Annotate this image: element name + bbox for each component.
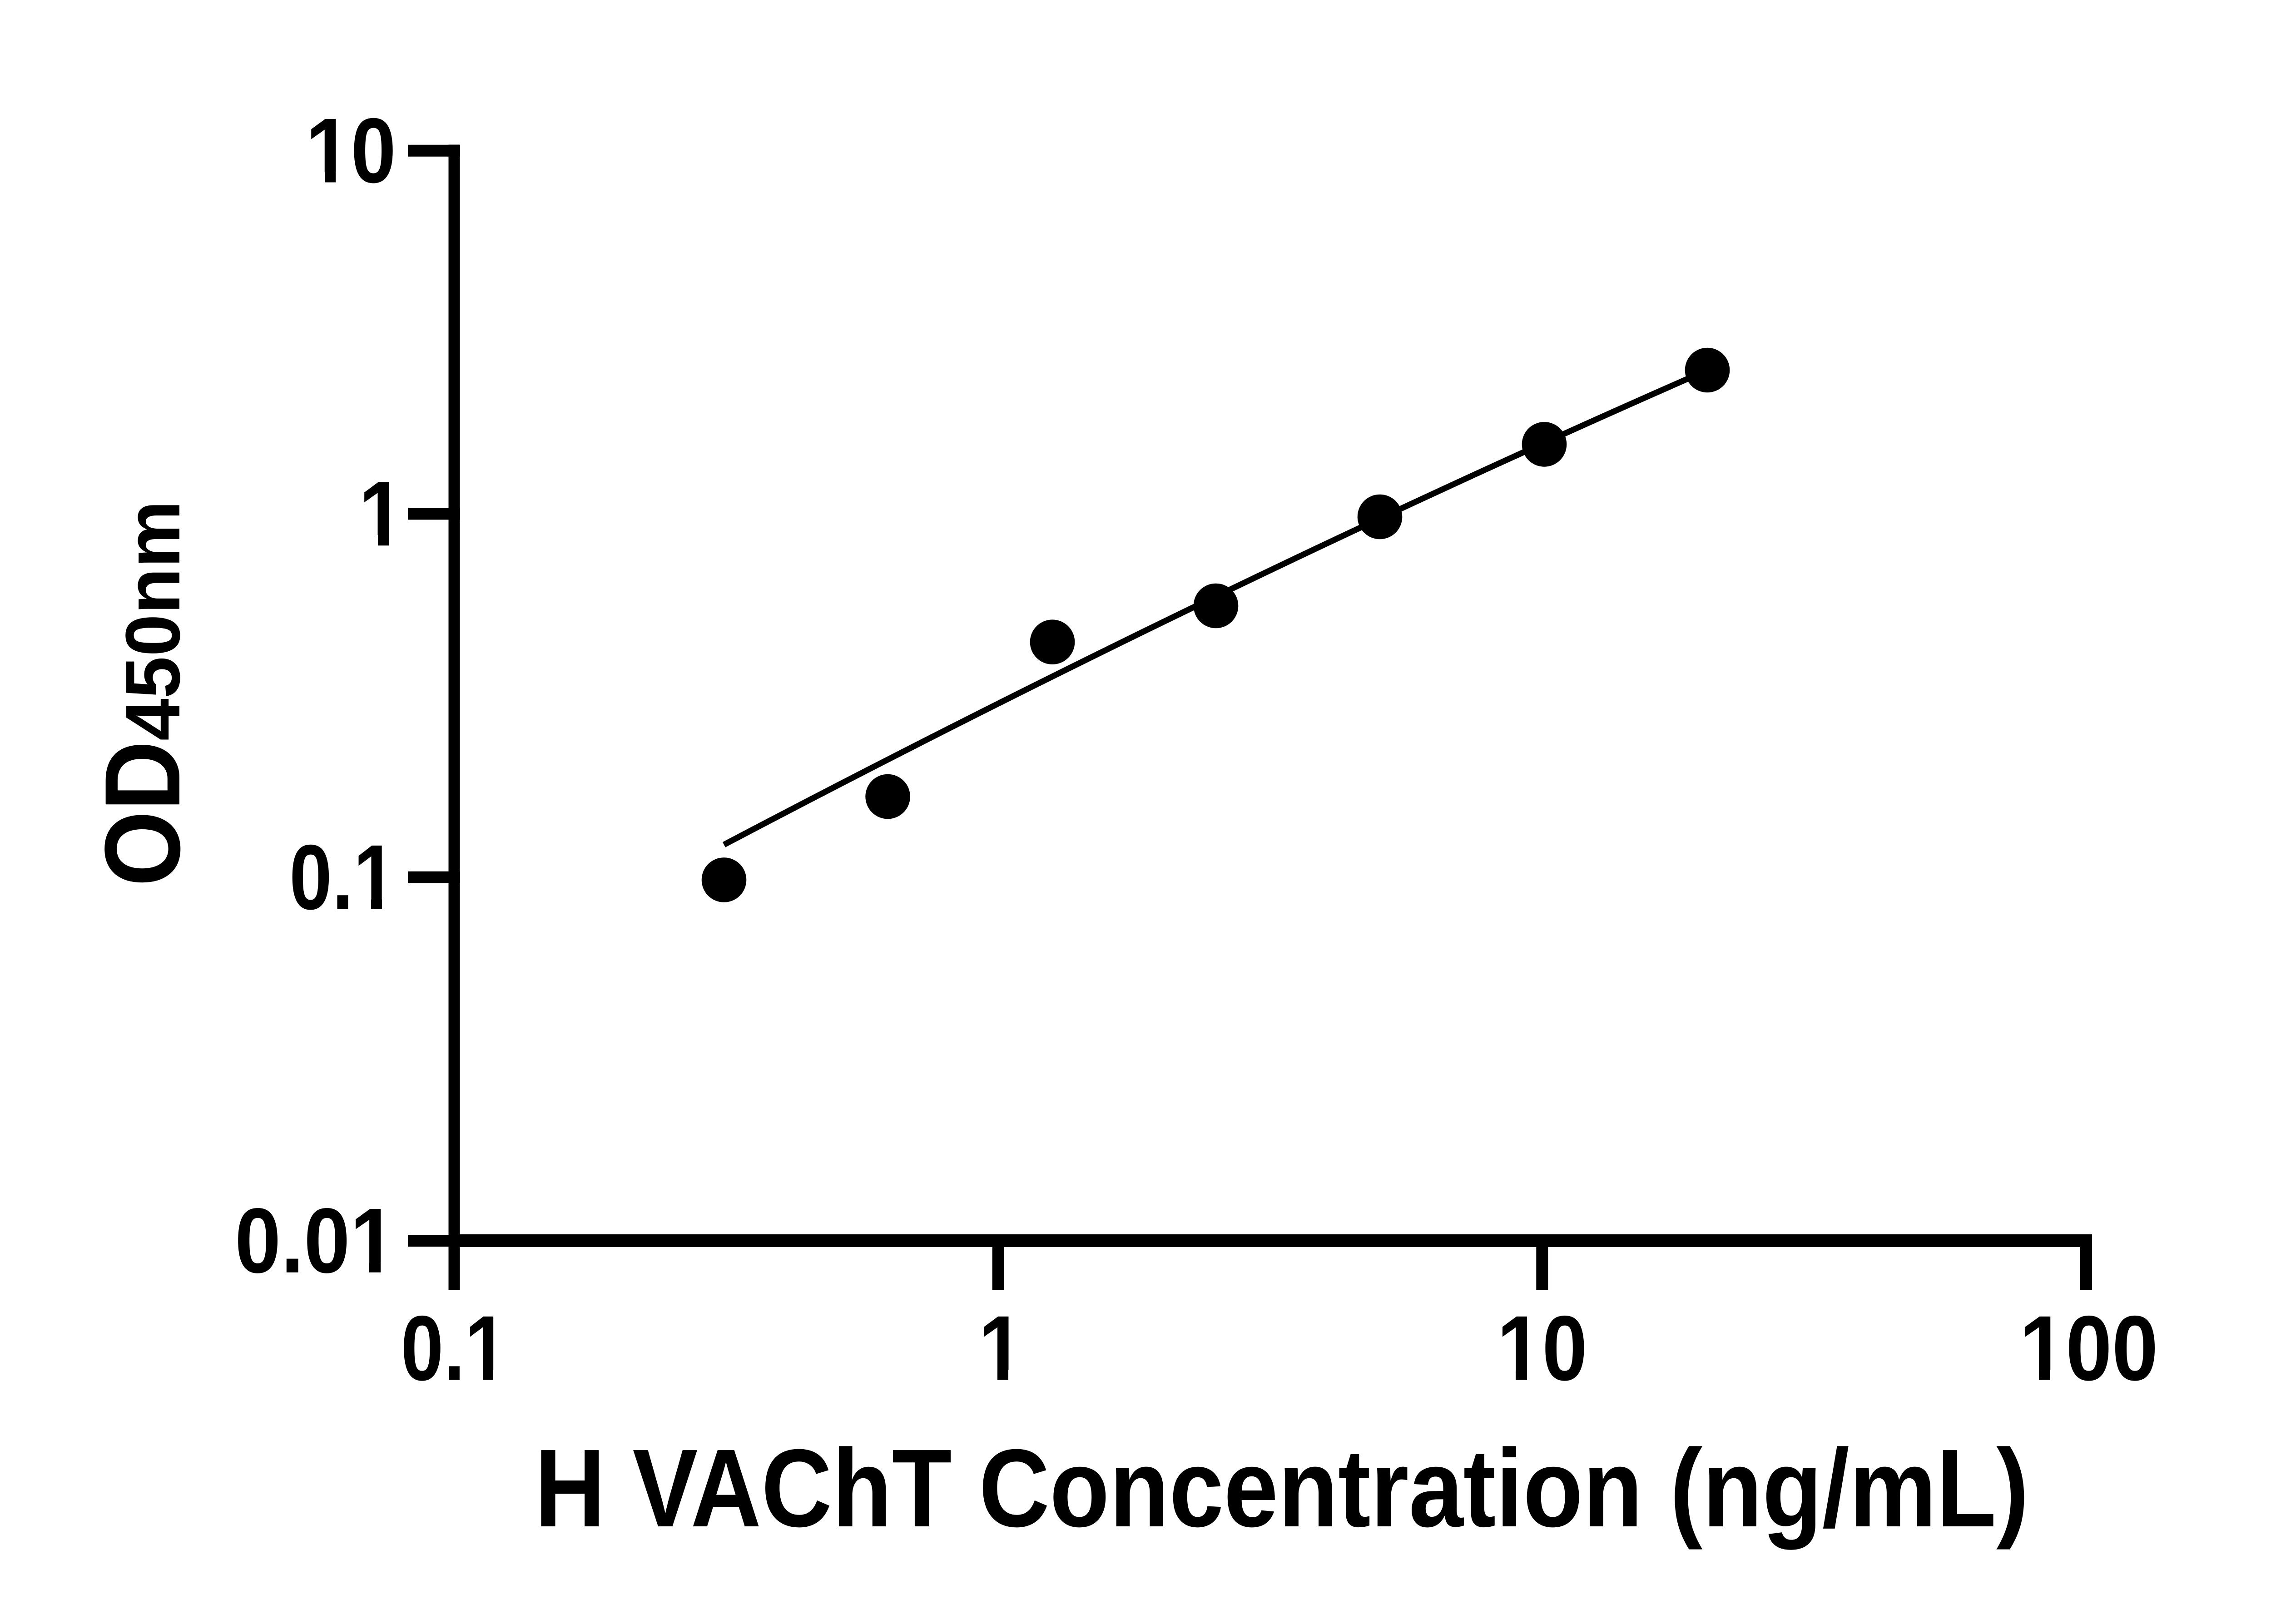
- svg-text:1: 1: [359, 462, 404, 565]
- svg-text:450nm: 450nm: [110, 500, 196, 741]
- svg-text:10: 10: [1497, 1297, 1587, 1400]
- svg-text:0.1: 0.1: [289, 826, 396, 929]
- svg-text:10: 10: [306, 99, 396, 203]
- svg-text:0.1: 0.1: [401, 1297, 508, 1400]
- svg-text:1: 1: [979, 1297, 1024, 1400]
- svg-text:100: 100: [2020, 1297, 2158, 1400]
- svg-text:H VAChT Concentration (ng/mL): H VAChT Concentration (ng/mL): [535, 1426, 2029, 1550]
- svg-text:0.01: 0.01: [235, 1189, 396, 1292]
- svg-text:OD: OD: [83, 741, 203, 886]
